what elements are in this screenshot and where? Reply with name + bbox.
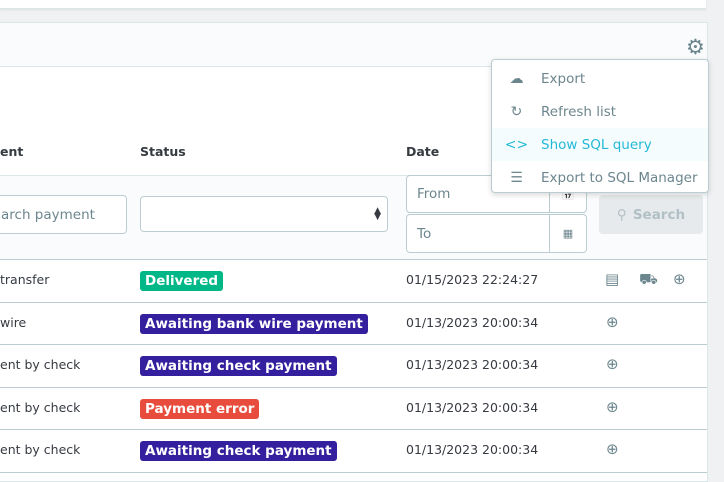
invoice-icon[interactable]: ▤ (605, 270, 620, 288)
status-badge: Awaiting bank wire payment (140, 313, 368, 334)
header-status[interactable]: Status (140, 144, 186, 159)
header-date[interactable]: Date (406, 144, 440, 159)
calendar-icon[interactable]: ▦ (549, 215, 586, 252)
code-icon: <> (504, 136, 529, 153)
payment-cell: wire (0, 314, 27, 330)
date-to-input[interactable]: To ▦ (406, 214, 587, 253)
date-cell: 01/13/2023 20:00:34 (406, 442, 539, 457)
zoom-icon[interactable]: ⊕ (606, 440, 619, 458)
payment-cell: ent by check (0, 442, 81, 457)
payment-cell: transfer (0, 272, 50, 287)
top-card (0, 0, 706, 9)
search-icon: ⚲ (616, 206, 627, 223)
search-button[interactable]: ⚲ Search (599, 195, 703, 234)
date-cell: 01/13/2023 20:00:34 (406, 399, 539, 415)
payment-filter-input[interactable]: arch payment (0, 195, 127, 234)
menu-item-export[interactable]: ☁ Export (492, 62, 708, 95)
zoom-icon[interactable]: ⊕ (606, 355, 619, 373)
status-badge: Awaiting check payment (140, 356, 337, 376)
status-filter-select[interactable]: ▲ ▼ (140, 196, 388, 232)
table-row[interactable]: wire Awaiting bank wire payment 01/13/20… (0, 303, 707, 345)
dropdown-menu: ☁ Export ↻ Refresh list <> Show SQL query ☰ Exp… (491, 59, 709, 193)
date-cell: 01/13/2023 20:00:34 (406, 357, 539, 372)
storage-icon: ☰ (510, 169, 523, 186)
menu-item-refresh-list[interactable]: ↻ Refresh list (492, 95, 708, 128)
refresh-icon: ↻ (510, 103, 523, 120)
status-badge: Delivered (140, 271, 224, 291)
zoom-icon[interactable]: ⊕ (606, 312, 619, 331)
zoom-icon[interactable]: ⊕ (673, 270, 686, 288)
table-row[interactable]: ent by check Awaiting check payment 01/1… (0, 345, 707, 388)
table-row[interactable]: ent by check Payment error 01/13/2023 20… (0, 388, 707, 430)
menu-item-show-sql-query[interactable]: <> Show SQL query (492, 128, 708, 161)
payment-cell: ent by check (0, 357, 81, 372)
date-cell: 01/15/2023 22:24:27 (406, 272, 539, 287)
select-caret-icon: ▲ ▼ (374, 206, 381, 222)
payment-cell: ent by check (0, 399, 81, 415)
header-payment[interactable]: ent (0, 144, 24, 159)
table-row[interactable]: ent by check Awaiting check payment 01/1… (0, 430, 707, 473)
date-cell: 01/13/2023 20:00:34 (406, 314, 539, 330)
menu-item-export-to-sql-manager[interactable]: ☰ Export to SQL Manager (492, 161, 708, 194)
zoom-icon[interactable]: ⊕ (606, 397, 619, 416)
truck-icon[interactable]: ⛟ (639, 270, 658, 288)
cloud-download-icon: ☁ (509, 70, 524, 87)
table-row[interactable]: transfer Delivered 01/15/2023 22:24:27 ▤ ⛟… (0, 260, 707, 303)
status-badge: Awaiting check payment (140, 441, 337, 461)
gear-icon[interactable]: ⚙ (686, 35, 705, 59)
status-badge: Payment error (140, 398, 260, 419)
